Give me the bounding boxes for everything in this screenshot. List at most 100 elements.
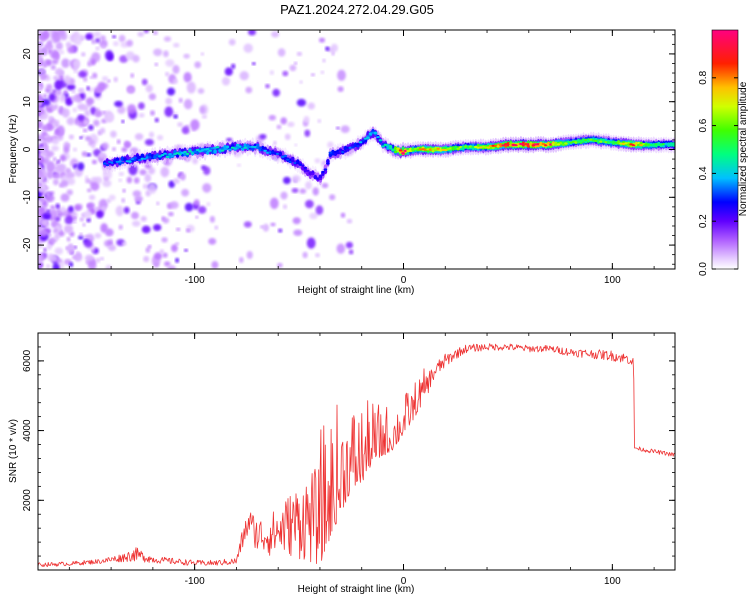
spectrogram-noise-blob xyxy=(96,210,104,219)
spectrogram-noise-blob xyxy=(54,164,63,174)
spectrogram-noise-blob xyxy=(38,254,43,263)
spectrogram-noise-blob xyxy=(86,188,92,193)
spectrogram-noise-blob xyxy=(106,113,115,122)
spectrogram-ridge-cell xyxy=(235,143,240,147)
spectrogram-noise-blob xyxy=(101,142,109,150)
spectrogram-noise-blob xyxy=(43,98,51,106)
spectrogram-noise-blob xyxy=(95,37,100,44)
spectrogram-ridge-cell xyxy=(624,142,628,145)
spectrogram-noise-blob xyxy=(38,171,44,179)
spectrogram-ridge-cell xyxy=(393,150,398,154)
snr-panel: -100 0 100 2000 4000 6000 Height of straight … xyxy=(8,332,676,595)
y-tick-label: 2000 xyxy=(22,489,33,512)
spectrogram-noise-blob xyxy=(184,249,188,252)
spectrogram-noise-blob xyxy=(248,30,256,36)
spectrogram-noise-blob xyxy=(102,179,112,188)
spectrogram-noise-blob xyxy=(118,224,123,230)
spectrogram-noise-blob xyxy=(306,237,316,249)
spectrogram-noise-blob xyxy=(52,228,59,234)
spectrogram-noise-blob xyxy=(168,211,174,217)
spectrogram-noise-blob xyxy=(56,159,61,163)
spectrogram-noise-blob xyxy=(48,234,52,237)
spectrogram-noise-blob xyxy=(63,75,71,85)
spectrogram-ridge-cell xyxy=(165,155,170,159)
spectrogram-noise-blob xyxy=(327,141,334,149)
spectrogram-noise-blob xyxy=(105,228,114,237)
spectrogram-noise-blob xyxy=(55,203,60,209)
spectrogram-noise-blob xyxy=(132,190,142,198)
spectrogram-ridge-cell xyxy=(331,153,335,156)
spectrogram-noise-blob xyxy=(107,79,111,83)
spectrogram-noise-blob xyxy=(312,187,319,196)
spectrogram-noise-blob xyxy=(305,199,314,209)
spectrogram-noise-blob xyxy=(43,93,47,99)
spectrogram-noise-blob xyxy=(181,126,190,134)
spectrogram-noise-blob xyxy=(165,72,170,77)
spectrogram-noise-blob xyxy=(176,227,181,231)
spectrogram-noise-blob xyxy=(92,72,98,79)
spectrogram-noise-blob xyxy=(72,107,78,113)
spectrogram-noise-blob xyxy=(46,60,51,66)
spectrogram-noise-blob xyxy=(337,86,344,92)
spectrogram-noise-blob xyxy=(284,133,291,140)
spectrogram-ridge-cell xyxy=(233,147,237,150)
spectrogram-noise-blob xyxy=(173,42,180,48)
spectrogram-noise-blob xyxy=(46,161,56,173)
spectrogram-noise-blob xyxy=(84,109,91,117)
spectrogram-ridge-cell xyxy=(461,146,466,150)
spectrogram-noise-blob xyxy=(138,113,145,118)
spectrogram-noise-blob xyxy=(246,251,253,259)
spectrogram-ridge-cell xyxy=(378,139,383,142)
x-tick-label: 0 xyxy=(401,576,407,587)
spectrogram-noise-blob xyxy=(173,114,178,119)
spectrogram-noise-blob xyxy=(38,94,43,102)
spectrogram-ridge-cell xyxy=(391,148,395,152)
spectrogram-noise-blob xyxy=(245,86,253,94)
spectrogram-ridge-cell xyxy=(579,140,583,143)
spectrogram-ridge-cell xyxy=(601,139,606,142)
spectrogram-ridge-cell xyxy=(183,150,187,153)
spectrogram-ridge-cell xyxy=(195,148,200,152)
spectrogram-noise-blob xyxy=(91,143,96,149)
spectrogram-noise-blob xyxy=(260,225,264,229)
colorbar-tick-label: 0.4 xyxy=(698,166,709,180)
spectrogram-noise-blob xyxy=(53,157,57,162)
spectrogram-noise-blob xyxy=(169,201,179,209)
spectrogram-noise-blob xyxy=(93,119,100,127)
spectrogram-ridge-cell xyxy=(220,149,225,152)
spectrogram-ridge-cell xyxy=(163,152,167,155)
spectrogram-ridge-cell xyxy=(205,147,210,151)
spectrogram-ridge-cell xyxy=(376,136,380,139)
spectrogram-ridge-cell xyxy=(160,154,165,157)
spectrogram-noise-blob xyxy=(172,78,178,84)
spectrogram-noise-blob xyxy=(160,166,170,178)
spectrogram-noise-blob xyxy=(154,62,158,67)
spectrogram-ridge-cell xyxy=(353,144,358,147)
spectrogram-ridge-cell xyxy=(155,153,160,157)
spectrogram-noise-blob xyxy=(277,48,286,57)
spectrogram-noise-blob xyxy=(164,261,171,267)
spectrogram-noise-blob xyxy=(94,110,102,118)
spectrogram-ridge-cell xyxy=(351,146,355,149)
spectrogram-noise-blob xyxy=(59,206,66,213)
spectrogram-noise-blob xyxy=(77,88,85,93)
spectrogram-noise-blob xyxy=(309,212,318,220)
spectrogram-ridge-cell xyxy=(313,176,318,179)
spectrogram-noise-blob xyxy=(147,244,152,249)
spectrogram-ridge-cell xyxy=(336,152,340,155)
spectrogram-noise-blob xyxy=(201,114,207,119)
spectrogram-noise-blob xyxy=(99,39,108,48)
spectrogram-noise-blob xyxy=(283,176,291,185)
spectrogram-noise-blob xyxy=(54,232,60,241)
spectrogram-noise-blob xyxy=(54,128,60,135)
spectrogram-noise-blob xyxy=(73,147,77,152)
spectrogram-noise-blob xyxy=(64,215,74,225)
colorbar-tick-label: 0.8 xyxy=(698,70,709,84)
spectrogram-noise-blob xyxy=(73,69,78,73)
spectrogram-noise-blob xyxy=(59,50,65,55)
spectrogram-noise-blob xyxy=(43,43,54,50)
spectrogram-ridge-cell xyxy=(639,144,643,147)
spectrogram-noise-blob xyxy=(50,64,56,70)
spectrogram-noise-blob xyxy=(194,61,202,69)
